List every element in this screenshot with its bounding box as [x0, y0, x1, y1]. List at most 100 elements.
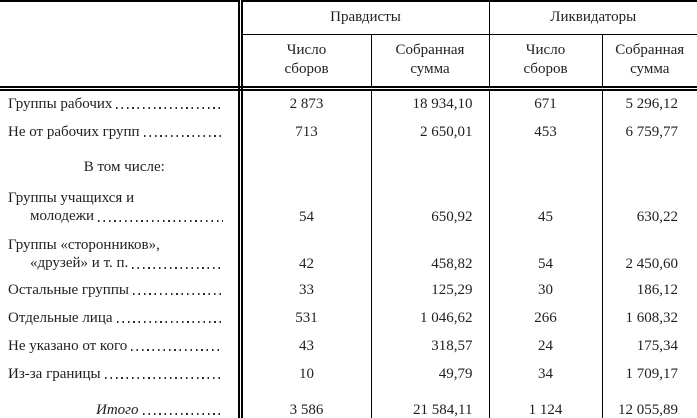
empty-corner-cell	[0, 1, 243, 91]
cell-likvidatory-sum: 12 055,89	[618, 402, 678, 418]
cell-likvidatory-count: 45	[489, 183, 603, 230]
table-row: В том числе:	[0, 147, 697, 183]
cell-likvidatory-count: 1 124	[489, 389, 603, 418]
cell-likvidatory-count: 453	[489, 119, 603, 147]
cell-likvidatory-sum: 175,34	[636, 338, 678, 354]
label-line: Не от рабочих групп	[8, 125, 223, 140]
row-label-text: Из-за границы	[8, 366, 101, 382]
row-label: Не указано от кого	[0, 333, 243, 361]
cell-pravdisty-sum: 21 584,11	[371, 389, 490, 418]
row-label-text: Отдельные лица	[8, 310, 113, 326]
row-label-text: молодежи	[30, 208, 95, 224]
dot-leader	[116, 107, 223, 109]
label-line: Остальные группы	[8, 283, 223, 298]
cell-pravdisty-count: 3 586	[240, 389, 372, 418]
cell-pravdisty-sum: 650,92	[371, 183, 490, 230]
cell-pravdisty-sum: 458,82	[371, 230, 490, 277]
table-row: Отдельные лица 531 1 046,62 266 1 608,32	[0, 305, 697, 333]
sub-header-row: Число сборов Собранная сумма Число сборо…	[0, 34, 697, 91]
row-label-text: Группы учащихся и	[8, 190, 135, 206]
dot-leader	[132, 267, 223, 269]
cell-pravdisty-count: 42	[240, 230, 372, 277]
cell-pravdisty-count: 531	[240, 305, 372, 333]
row-label: Группы «сторонников», «друзей» и т. п.	[0, 230, 243, 277]
table-row: Итого 3 586 21 584,11 1 124 12 055,89	[0, 389, 697, 418]
row-label: Группы учащихся и молодежи	[0, 183, 243, 230]
total-label: Итого	[96, 402, 139, 418]
cell-likvidatory-sum	[602, 147, 697, 183]
cell-pravdisty-sum: 1 046,62	[371, 305, 490, 333]
dot-leader	[142, 413, 223, 415]
row-label: Из-за границы	[0, 361, 243, 389]
cell-pravdisty-count: 713	[240, 119, 372, 147]
column-group-likvidatory: Ликвидаторы	[489, 1, 697, 35]
cell-likvidatory-count: 671	[489, 88, 603, 119]
cell-pravdisty-count	[240, 147, 372, 183]
row-label-text: Не указано от кого	[8, 338, 128, 354]
cell-pravdisty-count: 33	[240, 277, 372, 305]
cell-likvidatory-sum: 5 296,12	[625, 96, 679, 112]
column-group-pravdisty: Правдисты	[240, 1, 490, 35]
row-label-text: «друзей» и т. п.	[30, 255, 129, 271]
table-header: Правдисты Ликвидаторы Число сборов Собра…	[0, 1, 697, 91]
cell-likvidatory-count: 30	[489, 277, 603, 305]
cell-likvidatory-sum: 2 450,60	[625, 256, 679, 272]
cell-likvidatory-sum: 186,12	[636, 282, 678, 298]
cell-likvidatory-sum: 6 759,77	[625, 124, 679, 140]
column-header-likvidatory-sum: Собранная сумма	[602, 34, 697, 91]
table-row: Из-за границы 10 49,79 34 1 709,17	[0, 361, 697, 389]
table-row: Группы учащихся и молодежи 54 650,92 45 630,2…	[0, 183, 697, 230]
cell-pravdisty-sum: 2 650,01	[371, 119, 490, 147]
row-label: Группы рабочих	[0, 88, 243, 119]
row-label: Остальные группы	[0, 277, 243, 305]
cell-likvidatory-count: 24	[489, 333, 603, 361]
cell-pravdisty-sum	[371, 147, 490, 183]
dot-leader	[132, 293, 223, 295]
dot-leader	[131, 349, 223, 351]
section-heading: В том числе:	[83, 159, 165, 175]
row-label-text: Группы «сторонников»,	[8, 237, 160, 253]
table-row: Не указано от кого 43 318,57 24 175,34	[0, 333, 697, 361]
cell-pravdisty-count: 54	[240, 183, 372, 230]
label-line: Группы рабочих	[8, 97, 223, 112]
cell-pravdisty-count: 2 873	[240, 88, 372, 119]
row-label-text: Остальные группы	[8, 282, 129, 298]
cell-pravdisty-sum: 125,29	[371, 277, 490, 305]
dot-leader	[116, 321, 223, 323]
table-row: Группы «сторонников», «друзей» и т. п. 42 4…	[0, 230, 697, 277]
row-label-text: Не от рабочих групп	[8, 124, 140, 140]
column-header-pravdisty-count: Число сборов	[240, 34, 372, 91]
cell-pravdisty-count: 43	[240, 333, 372, 361]
cell-pravdisty-count: 10	[240, 361, 372, 389]
row-label: Отдельные лица	[0, 305, 243, 333]
label-line: Группы «сторонников»,	[8, 236, 223, 254]
cell-pravdisty-sum: 18 934,10	[371, 88, 490, 119]
row-label: Не от рабочих групп	[0, 119, 243, 147]
cell-likvidatory-count: 266	[489, 305, 603, 333]
column-header-likvidatory-count: Число сборов	[489, 34, 603, 91]
table-row: Не от рабочих групп 713 2 650,01 453 6 759,7…	[0, 119, 697, 147]
cell-likvidatory-count: 34	[489, 361, 603, 389]
row-label: Итого	[0, 389, 243, 418]
cell-likvidatory-sum: 1 608,32	[625, 310, 679, 326]
label-line: Отдельные лица	[8, 311, 223, 326]
dot-leader	[98, 220, 223, 222]
dot-leader	[143, 135, 223, 137]
row-label: В том числе:	[0, 147, 243, 183]
group-header-row: Правдисты Ликвидаторы	[0, 1, 697, 91]
label-line: «друзей» и т. п.	[8, 254, 223, 272]
table-row: Группы рабочих 2 873 18 934,10 671 5 296,12	[0, 88, 697, 119]
label-line: Из-за границы	[8, 367, 223, 382]
cell-likvidatory-count	[489, 147, 603, 183]
label-line: Группы учащихся и	[8, 189, 223, 207]
cell-likvidatory-count: 54	[489, 230, 603, 277]
row-label-text: Группы рабочих	[8, 96, 113, 112]
cell-pravdisty-sum: 318,57	[371, 333, 490, 361]
dot-leader	[104, 377, 223, 379]
label-line: молодежи	[8, 207, 223, 225]
column-header-pravdisty-sum: Собранная сумма	[371, 34, 490, 91]
cell-likvidatory-sum: 1 709,17	[625, 366, 679, 382]
total-label-line: Итого	[8, 403, 223, 418]
